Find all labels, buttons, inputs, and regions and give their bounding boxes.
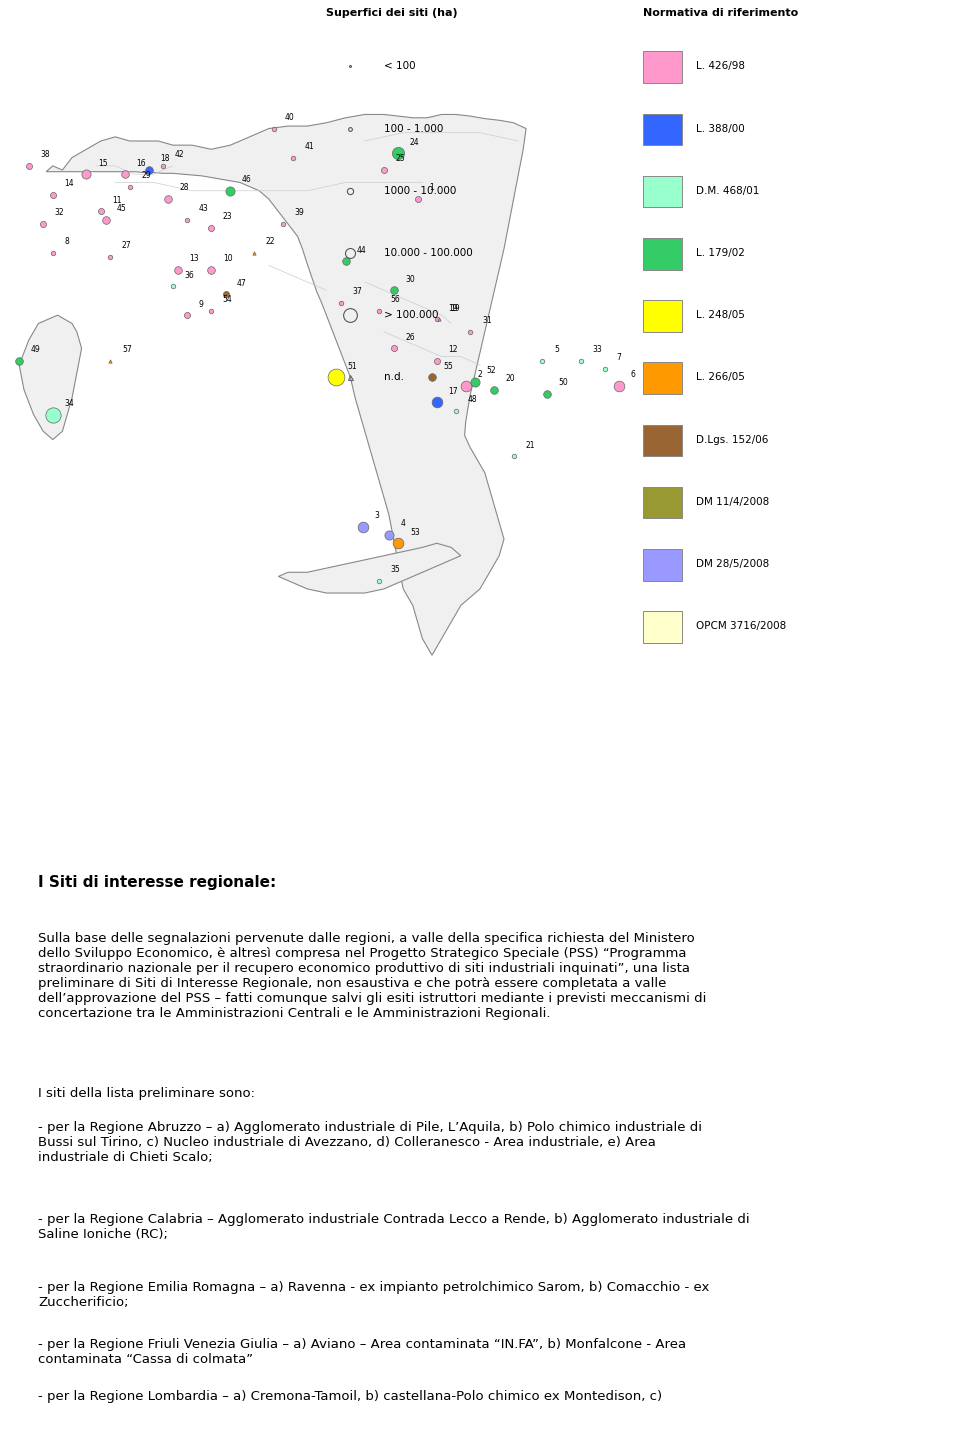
Text: D.Lgs. 152/06: D.Lgs. 152/06 <box>696 435 768 445</box>
Text: 13: 13 <box>189 255 199 263</box>
Text: 12: 12 <box>448 345 458 355</box>
Text: 57: 57 <box>122 345 132 355</box>
FancyBboxPatch shape <box>643 113 682 146</box>
Text: 9: 9 <box>199 299 204 309</box>
Text: 56: 56 <box>391 296 400 305</box>
Text: 37: 37 <box>352 287 362 296</box>
Text: 39: 39 <box>295 209 304 217</box>
Text: 46: 46 <box>242 174 252 184</box>
Text: 8: 8 <box>64 237 69 246</box>
Text: 38: 38 <box>40 150 50 159</box>
FancyBboxPatch shape <box>643 176 682 207</box>
Text: L. 266/05: L. 266/05 <box>696 372 745 382</box>
Text: 35: 35 <box>391 565 400 573</box>
FancyBboxPatch shape <box>643 549 682 581</box>
Text: I Siti di interesse regionale:: I Siti di interesse regionale: <box>38 875 276 889</box>
Text: L. 179/02: L. 179/02 <box>696 247 745 257</box>
Text: 100 - 1.000: 100 - 1.000 <box>384 123 444 133</box>
Text: Sulla base delle segnalazioni pervenute dalle regioni, a valle della specifica r: Sulla base delle segnalazioni pervenute … <box>38 932 707 1021</box>
Text: Superfici dei siti (ha): Superfici dei siti (ha) <box>326 9 458 19</box>
Text: 16: 16 <box>136 159 146 167</box>
Text: - per la Regione Abruzzo – a) Agglomerato industriale di Pile, L’Aquila, b) Polo: - per la Regione Abruzzo – a) Agglomerat… <box>38 1121 703 1164</box>
Text: D.M. 468/01: D.M. 468/01 <box>696 186 759 196</box>
Text: L. 388/00: L. 388/00 <box>696 123 745 133</box>
Text: - per la Regione Emilia Romagna – a) Ravenna - ex impianto petrolchimico Sarom, : - per la Regione Emilia Romagna – a) Rav… <box>38 1281 709 1310</box>
FancyBboxPatch shape <box>643 425 682 456</box>
FancyBboxPatch shape <box>643 237 682 269</box>
Text: L. 248/05: L. 248/05 <box>696 310 745 320</box>
Text: DM 28/5/2008: DM 28/5/2008 <box>696 559 769 569</box>
Text: 7: 7 <box>616 353 621 362</box>
Text: 34: 34 <box>64 399 74 408</box>
Text: - per la Regione Lombardia – a) Cremona-Tamoil, b) castellana-Polo chimico ex Mo: - per la Regione Lombardia – a) Cremona-… <box>38 1390 662 1403</box>
Text: 43: 43 <box>199 204 208 213</box>
FancyBboxPatch shape <box>643 300 682 332</box>
Text: 33: 33 <box>592 345 602 355</box>
Text: 6: 6 <box>631 370 636 379</box>
Text: 1: 1 <box>429 183 434 193</box>
Text: > 100.000: > 100.000 <box>384 310 439 320</box>
Text: 29: 29 <box>141 172 151 180</box>
Text: 19: 19 <box>450 303 460 313</box>
Polygon shape <box>278 543 461 593</box>
Text: n.d.: n.d. <box>384 372 404 382</box>
Text: 11: 11 <box>112 196 122 204</box>
Text: 44: 44 <box>357 246 367 255</box>
Text: DM 11/4/2008: DM 11/4/2008 <box>696 496 769 506</box>
FancyBboxPatch shape <box>643 486 682 519</box>
Text: 1000 - 10.000: 1000 - 10.000 <box>384 186 456 196</box>
Text: OPCM 3716/2008: OPCM 3716/2008 <box>696 621 786 631</box>
Text: 5: 5 <box>554 345 559 355</box>
Text: 28: 28 <box>180 183 189 193</box>
Text: 10: 10 <box>223 255 232 263</box>
Text: 18: 18 <box>160 154 170 163</box>
Text: 36: 36 <box>184 270 194 279</box>
Text: 32: 32 <box>55 209 64 217</box>
FancyBboxPatch shape <box>643 51 682 83</box>
Text: 30: 30 <box>405 275 415 283</box>
Text: 10.000 - 100.000: 10.000 - 100.000 <box>384 247 472 257</box>
Text: 3: 3 <box>374 511 379 521</box>
Text: 50: 50 <box>559 379 568 388</box>
Polygon shape <box>19 315 82 439</box>
Text: 4: 4 <box>400 519 405 528</box>
Text: 31: 31 <box>482 316 492 325</box>
Text: 27: 27 <box>122 242 132 250</box>
Text: 54: 54 <box>223 296 232 305</box>
Text: 47: 47 <box>237 279 247 287</box>
FancyBboxPatch shape <box>643 611 682 644</box>
Text: 41: 41 <box>304 142 314 152</box>
Text: 17: 17 <box>448 386 458 396</box>
Text: Normativa di riferimento: Normativa di riferimento <box>643 9 799 19</box>
Polygon shape <box>46 114 526 655</box>
Text: 42: 42 <box>175 150 184 159</box>
Text: 22: 22 <box>266 237 276 246</box>
Text: 15: 15 <box>98 159 108 167</box>
Text: - per la Regione Friuli Venezia Giulia – a) Aviano – Area contaminata “IN.FA”, b: - per la Regione Friuli Venezia Giulia –… <box>38 1338 686 1367</box>
Text: 26: 26 <box>405 333 415 342</box>
Text: 45: 45 <box>117 204 127 213</box>
Text: 49: 49 <box>31 345 40 355</box>
Text: I siti della lista preliminare sono:: I siti della lista preliminare sono: <box>38 1087 255 1100</box>
Text: 52: 52 <box>487 366 496 375</box>
Text: 19: 19 <box>448 303 458 313</box>
Text: 21: 21 <box>525 440 535 449</box>
Text: - per la Regione Calabria – Agglomerato industriale Contrada Lecco a Rende, b) A: - per la Regione Calabria – Agglomerato … <box>38 1213 750 1241</box>
Text: 20: 20 <box>506 375 516 383</box>
Text: 14: 14 <box>64 179 74 189</box>
Text: 24: 24 <box>410 137 420 147</box>
Text: L. 426/98: L. 426/98 <box>696 61 745 72</box>
Text: 55: 55 <box>444 362 453 370</box>
Text: 23: 23 <box>223 213 232 222</box>
Text: 25: 25 <box>396 154 405 163</box>
Text: 53: 53 <box>410 528 420 536</box>
Text: 48: 48 <box>468 395 477 403</box>
Text: 2: 2 <box>477 370 482 379</box>
Text: < 100: < 100 <box>384 61 416 72</box>
Text: 40: 40 <box>285 113 295 122</box>
Text: 51: 51 <box>348 362 357 370</box>
FancyBboxPatch shape <box>643 362 682 395</box>
